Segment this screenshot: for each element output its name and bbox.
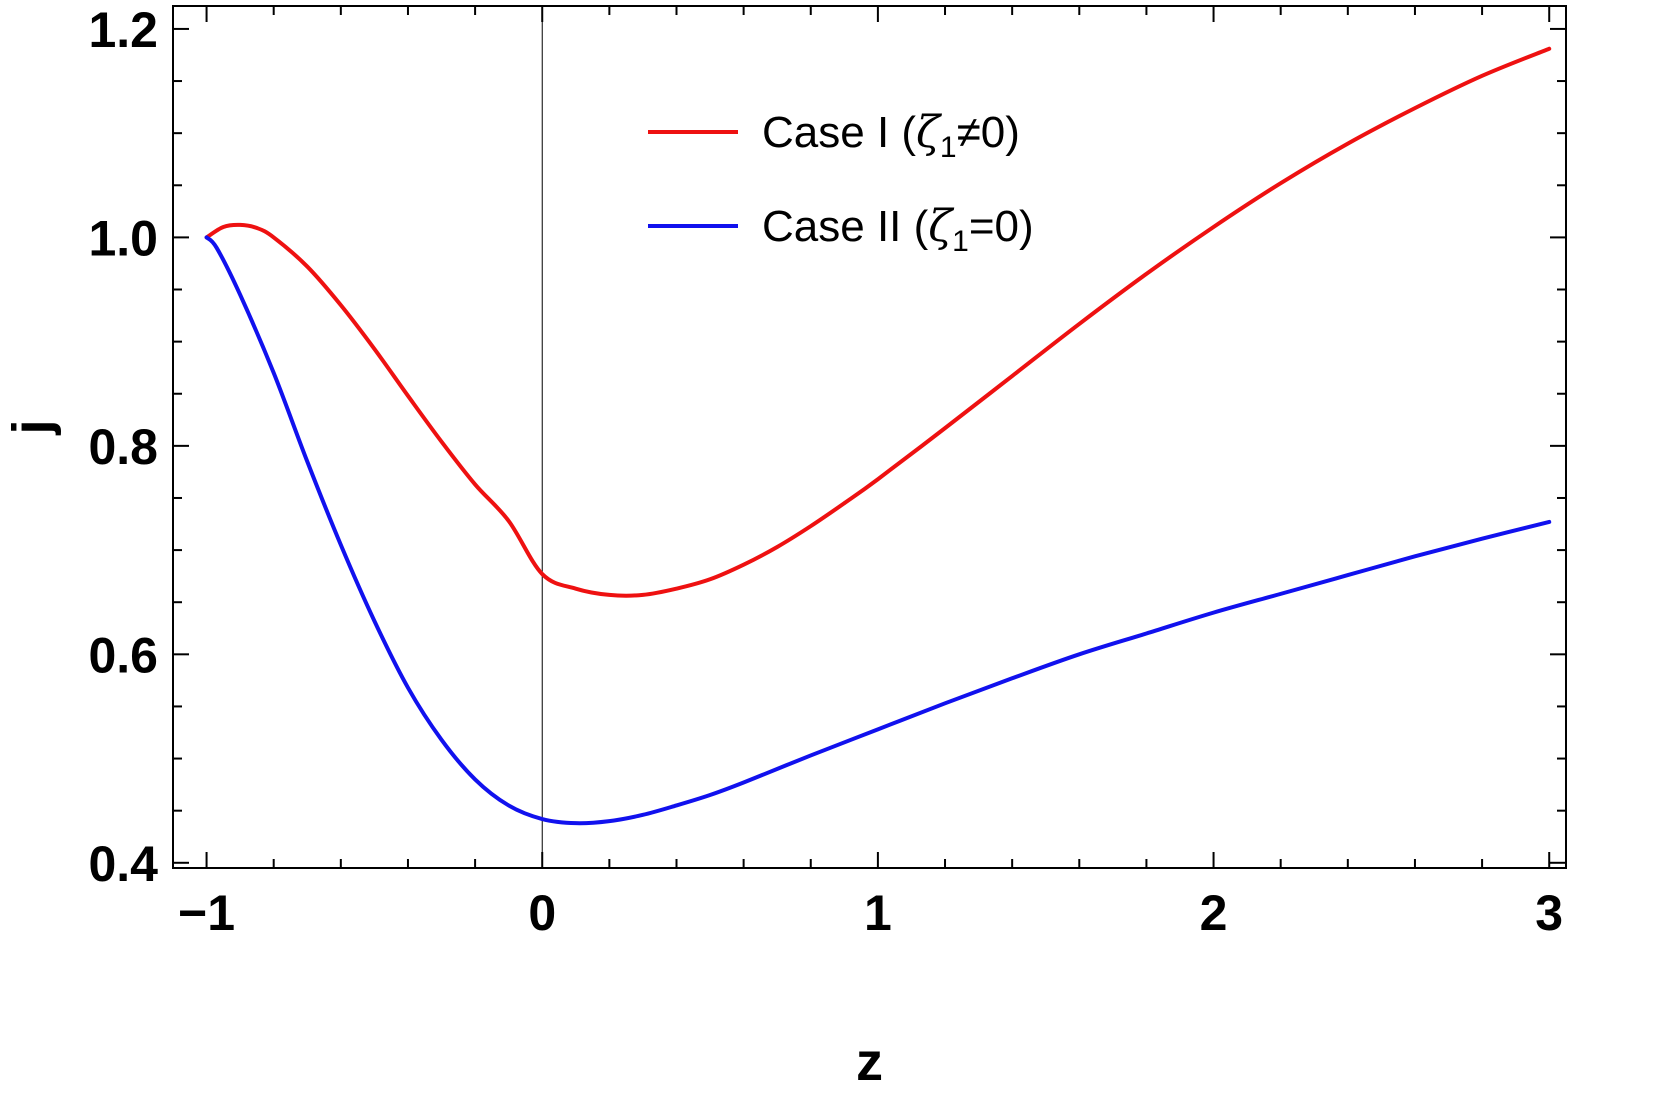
series-line-case-i bbox=[204, 46, 1552, 598]
plot-frame-layer bbox=[172, 5, 1567, 869]
series-line-case-ii bbox=[204, 235, 1552, 826]
y-tick-label: 0.8 bbox=[88, 419, 158, 475]
y-axis-title: j bbox=[2, 419, 62, 435]
x-tick-label: 1 bbox=[864, 885, 892, 941]
y-tick-label: 1.2 bbox=[88, 2, 158, 58]
x-tick-label: −1 bbox=[178, 885, 235, 941]
x-tick-label: 2 bbox=[1200, 885, 1228, 941]
x-tick-label: 3 bbox=[1535, 885, 1563, 941]
y-tick-label: 1.0 bbox=[88, 210, 158, 266]
series-layer bbox=[204, 46, 1552, 826]
legend: Case I (ζ1≠0) Case II (ζ1=0) bbox=[648, 107, 1034, 258]
y-tick-label: 0.4 bbox=[88, 836, 158, 892]
x-axis-title: z bbox=[856, 1032, 883, 1092]
tick-layer: −1 0 1 2 3 0.4 0.6 0.8 1.0 1.2 bbox=[88, 2, 1566, 941]
legend-label: Case II (ζ1=0) bbox=[762, 201, 1034, 258]
plot-frame bbox=[172, 5, 1567, 869]
x-tick-label: 0 bbox=[528, 885, 556, 941]
y-tick-label: 0.6 bbox=[88, 627, 158, 683]
legend-label: Case I (ζ1≠0) bbox=[762, 107, 1020, 164]
